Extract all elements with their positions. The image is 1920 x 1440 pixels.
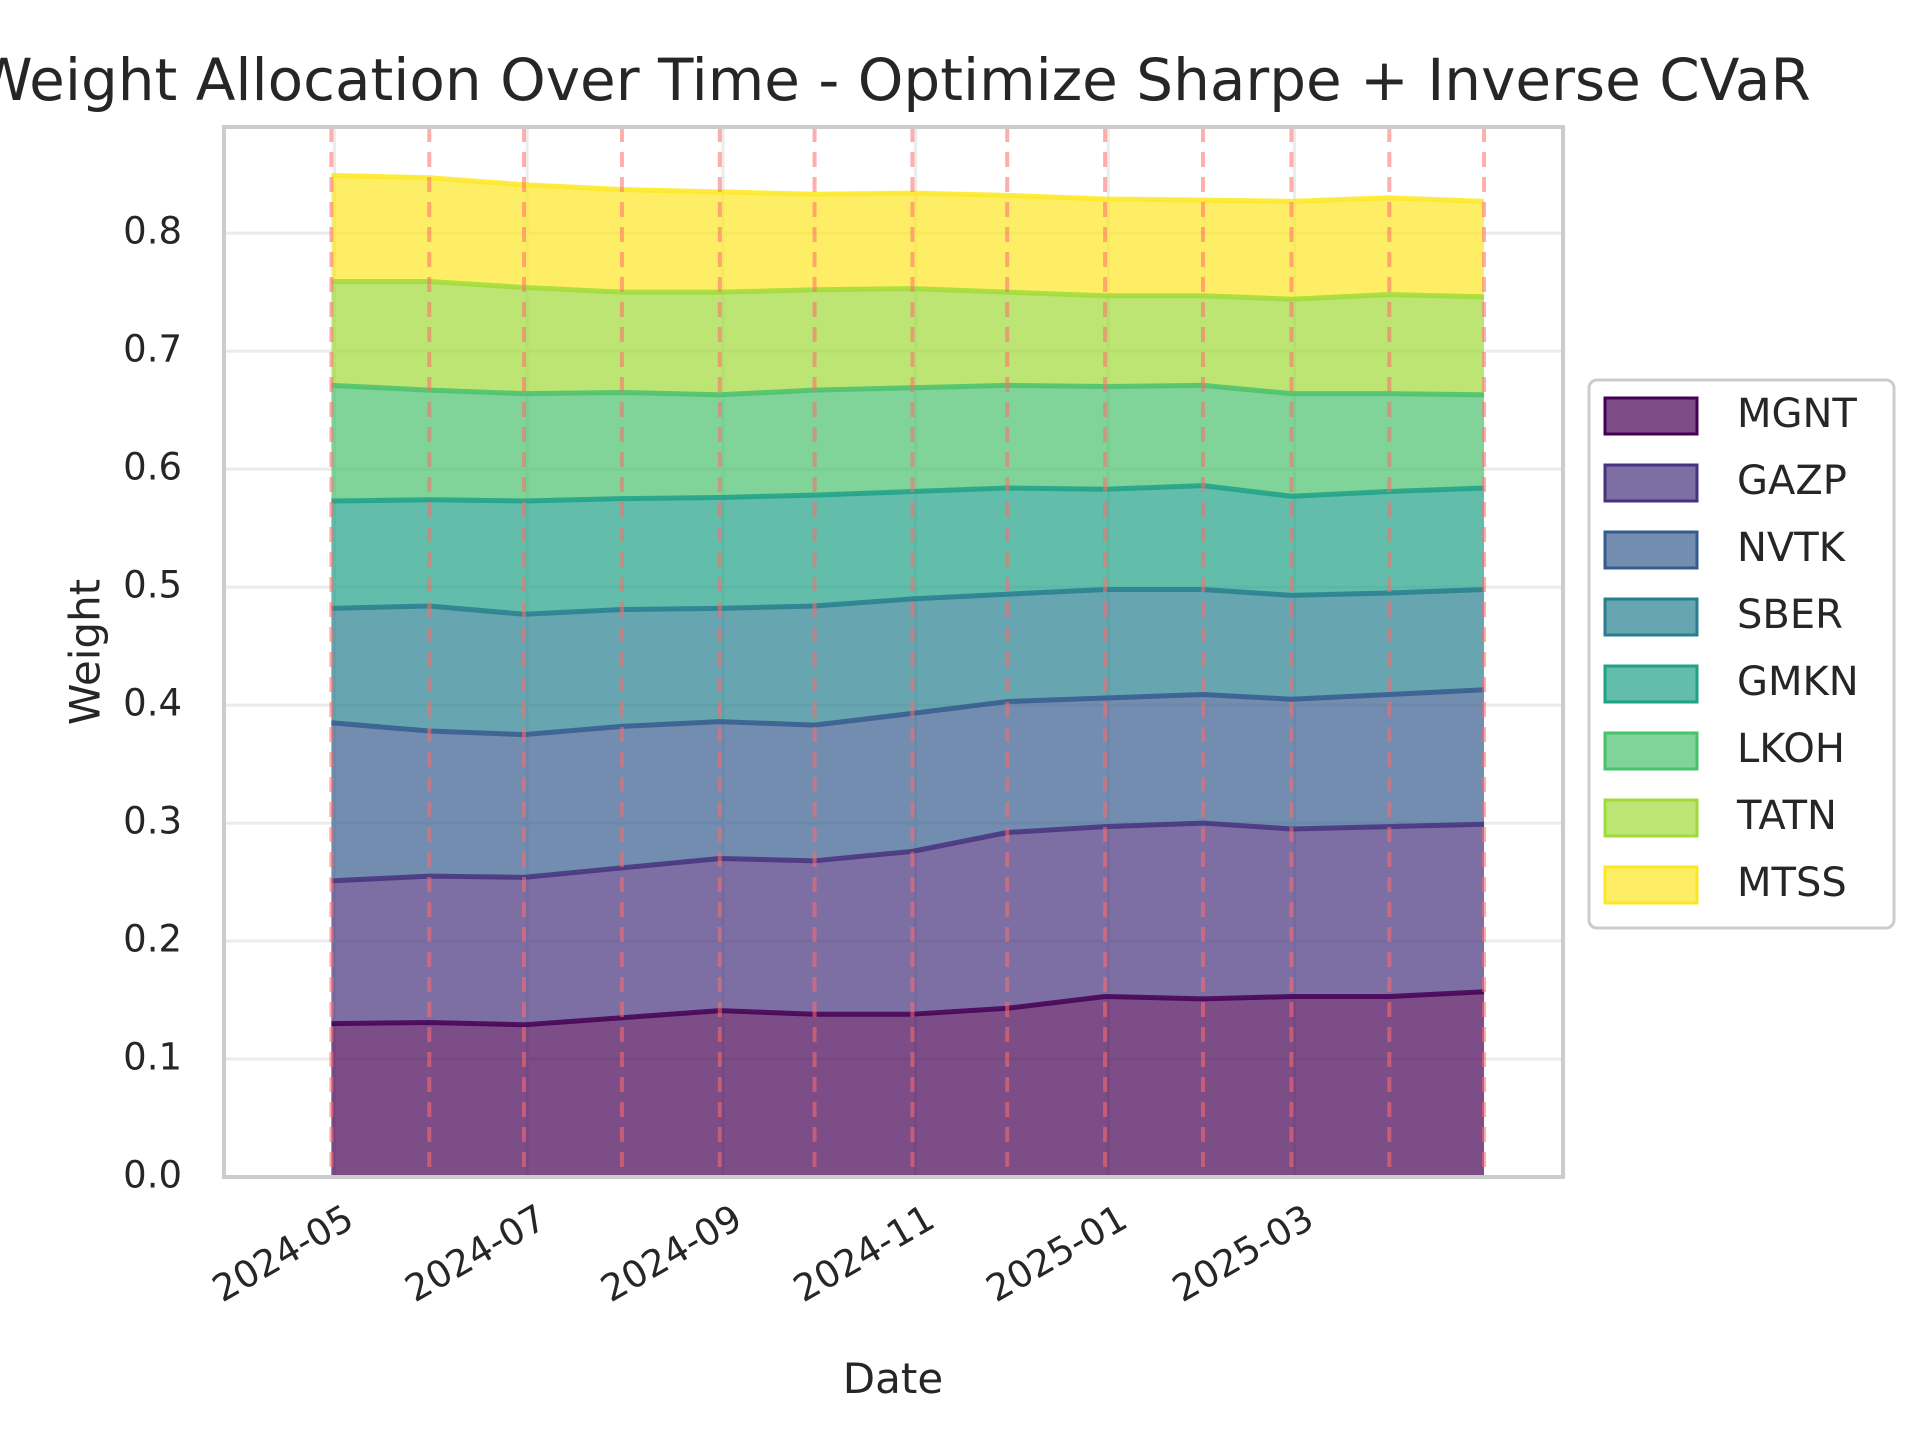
y-tick-label: 0.4 bbox=[123, 682, 182, 725]
legend: MGNT GAZP NVTK SBER GMKN LKOH TATN MTSS bbox=[1587, 378, 1896, 930]
legend-label: GAZP bbox=[1737, 458, 1847, 504]
area-gmkn bbox=[331, 485, 1485, 615]
legend-box bbox=[1587, 378, 1896, 930]
legend-swatch bbox=[1603, 463, 1699, 503]
legend-swatch bbox=[1603, 664, 1699, 704]
x-tick-label: 2024-07 bbox=[398, 1196, 553, 1311]
legend-label: NVTK bbox=[1737, 525, 1847, 571]
legend-label: LKOH bbox=[1737, 726, 1845, 772]
y-tick-label: 0.2 bbox=[123, 918, 182, 961]
y-tick-label: 0.7 bbox=[123, 328, 182, 371]
area-sber bbox=[331, 589, 1485, 735]
plot-frame bbox=[222, 125, 1565, 1179]
x-tick-label: 2025-01 bbox=[979, 1196, 1134, 1311]
y-tick-label: 0.8 bbox=[123, 210, 182, 253]
legend-swatch bbox=[1603, 798, 1699, 838]
stacked-areas bbox=[331, 175, 1485, 1177]
x-tick-label: 2024-09 bbox=[594, 1196, 749, 1311]
chart-title: Weight Allocation Over Time - Optimize S… bbox=[0, 46, 1811, 114]
legend-swatch bbox=[1603, 530, 1699, 570]
y-tick-label: 0.6 bbox=[123, 446, 182, 489]
legend-swatch bbox=[1603, 865, 1699, 905]
y-tick-label: 0.1 bbox=[123, 1036, 182, 1079]
legend-label: SBER bbox=[1737, 592, 1843, 638]
legend-label: MGNT bbox=[1737, 391, 1857, 437]
area-nvtk bbox=[331, 689, 1485, 881]
x-tick-label: 2024-11 bbox=[786, 1196, 941, 1311]
area-mtss bbox=[331, 175, 1485, 300]
legend-swatch bbox=[1603, 396, 1699, 436]
rebalance-lines bbox=[329, 127, 1487, 1177]
x-tick-label: 2025-03 bbox=[1165, 1196, 1320, 1311]
legend-label: GMKN bbox=[1737, 659, 1859, 705]
x-tick-label: 2024-05 bbox=[205, 1196, 360, 1311]
legend-swatch bbox=[1603, 597, 1699, 637]
y-tick-label: 0.0 bbox=[123, 1154, 182, 1197]
legend-label: MTSS bbox=[1737, 860, 1847, 906]
y-tick-label: 0.3 bbox=[123, 800, 182, 843]
area-lkoh bbox=[331, 385, 1485, 501]
y-axis-label: Weight bbox=[61, 579, 110, 725]
area-tatn bbox=[331, 281, 1485, 395]
y-tick-labels: 0.0 0.1 0.2 0.3 0.4 0.5 0.6 0.7 0.8 bbox=[123, 210, 182, 1197]
x-tick-labels: 2024-05 2024-07 2024-09 2024-11 2025-01 2025-… bbox=[205, 1196, 1320, 1311]
y-tick-label: 0.5 bbox=[123, 564, 182, 607]
legend-label: TATN bbox=[1736, 793, 1837, 839]
area-gazp bbox=[331, 823, 1485, 1025]
x-axis-label: Date bbox=[843, 1354, 943, 1403]
legend-swatch bbox=[1603, 731, 1699, 771]
area-mgnt bbox=[331, 991, 1485, 1177]
